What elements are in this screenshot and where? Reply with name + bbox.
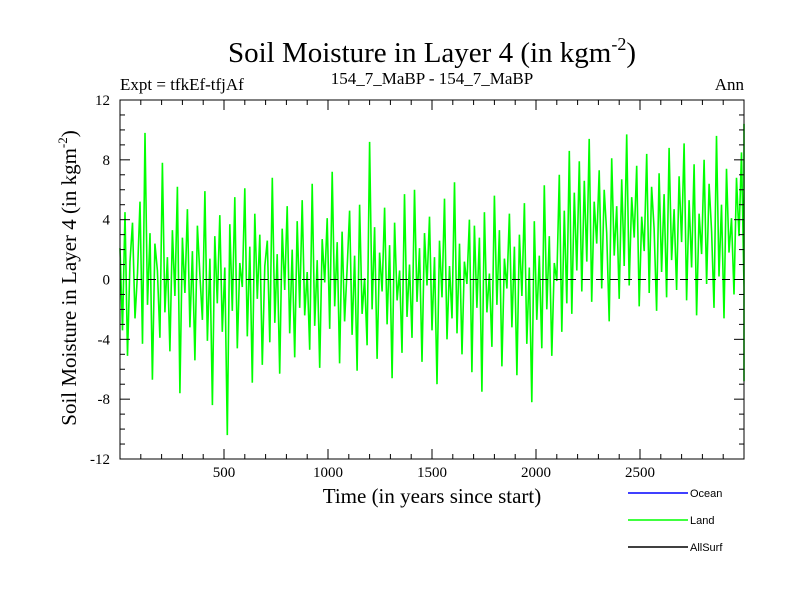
y-tick-label: -12: [90, 452, 110, 468]
chart-title: Soil Moisture in Layer 4 (in kgm-2): [228, 34, 636, 69]
legend-land-label: Land: [690, 515, 714, 527]
x-tick-label: 2000: [521, 465, 551, 481]
y-axis-label-sup: -2: [55, 137, 70, 148]
y-tick-label: -4: [98, 332, 111, 348]
x-tick-label: 1500: [417, 465, 447, 481]
legend-allsurf-label: AllSurf: [690, 542, 723, 554]
chart-title-main: Soil Moisture in Layer 4 (in kgm: [228, 37, 612, 69]
subtitle-center: 154_7_MaBP - 154_7_MaBP: [331, 69, 533, 88]
y-axis-label-main: Soil Moisture in Layer 4 (in kgm: [57, 148, 81, 426]
subtitle-season: Ann: [715, 75, 745, 94]
x-tick-label: 500: [213, 465, 236, 481]
legend: Ocean Land AllSurf: [628, 488, 723, 554]
y-tick-label: 0: [103, 273, 111, 289]
series-land-line: [119, 123, 745, 436]
y-axis-label: Soil Moisture in Layer 4 (in kgm-2): [55, 130, 81, 425]
subtitle-expt: Expt = tfkEf-tfjAf: [120, 75, 244, 94]
y-tick-label: 8: [103, 153, 111, 169]
plot-area: 500 1000 1500 2000 2500 -12 -8 -4 0 4 8 12: [90, 93, 745, 481]
chart-title-sup: -2: [611, 34, 626, 54]
y-tick-label: 12: [95, 93, 110, 109]
axis-ticks: 500 1000 1500 2000 2500 -12 -8 -4 0 4 8 12: [90, 93, 744, 481]
x-axis-label: Time (in years since start): [323, 484, 542, 508]
chart-title-close: ): [626, 37, 636, 69]
legend-ocean-label: Ocean: [690, 488, 722, 500]
y-tick-label: 4: [103, 213, 111, 229]
y-axis-label-close: ): [57, 130, 81, 137]
y-tick-label: -8: [98, 392, 111, 408]
series-land: [119, 123, 745, 436]
x-tick-label: 1000: [313, 465, 343, 481]
x-tick-label: 2500: [625, 465, 655, 481]
